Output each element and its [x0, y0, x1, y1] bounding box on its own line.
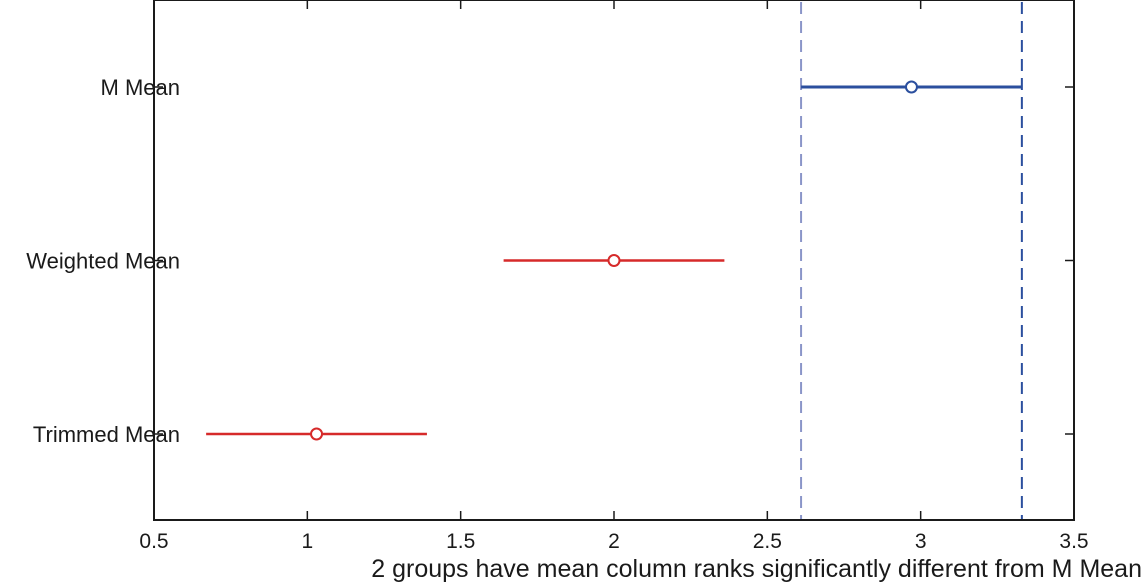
mean-marker[interactable] [310, 427, 324, 441]
x-axis-label: 2 groups have mean column ranks signific… [371, 555, 1142, 583]
x-tick-label: 3 [915, 530, 927, 553]
mean-marker[interactable] [904, 80, 918, 94]
mean-marker[interactable] [607, 254, 621, 267]
x-tick-label: 0.5 [139, 530, 168, 553]
x-axis-ticks: 0.5 1 1.5 2 2.5 3 3.5 [139, 0, 1089, 553]
y-axis-ticks: M Mean Weighted Mean Trimmed Mean [26, 75, 1074, 447]
x-tick-label: 3.5 [1059, 530, 1088, 553]
interval-series [206, 80, 1022, 441]
category-label: Trimmed Mean [33, 422, 180, 447]
x-tick-label: 1.5 [446, 530, 475, 553]
x-tick-label: 2 [608, 530, 620, 553]
category-label: M Mean [101, 75, 180, 100]
x-tick-label: 1 [301, 530, 313, 553]
x-tick-label: 2.5 [753, 530, 782, 553]
category-label: Weighted Mean [26, 249, 180, 274]
